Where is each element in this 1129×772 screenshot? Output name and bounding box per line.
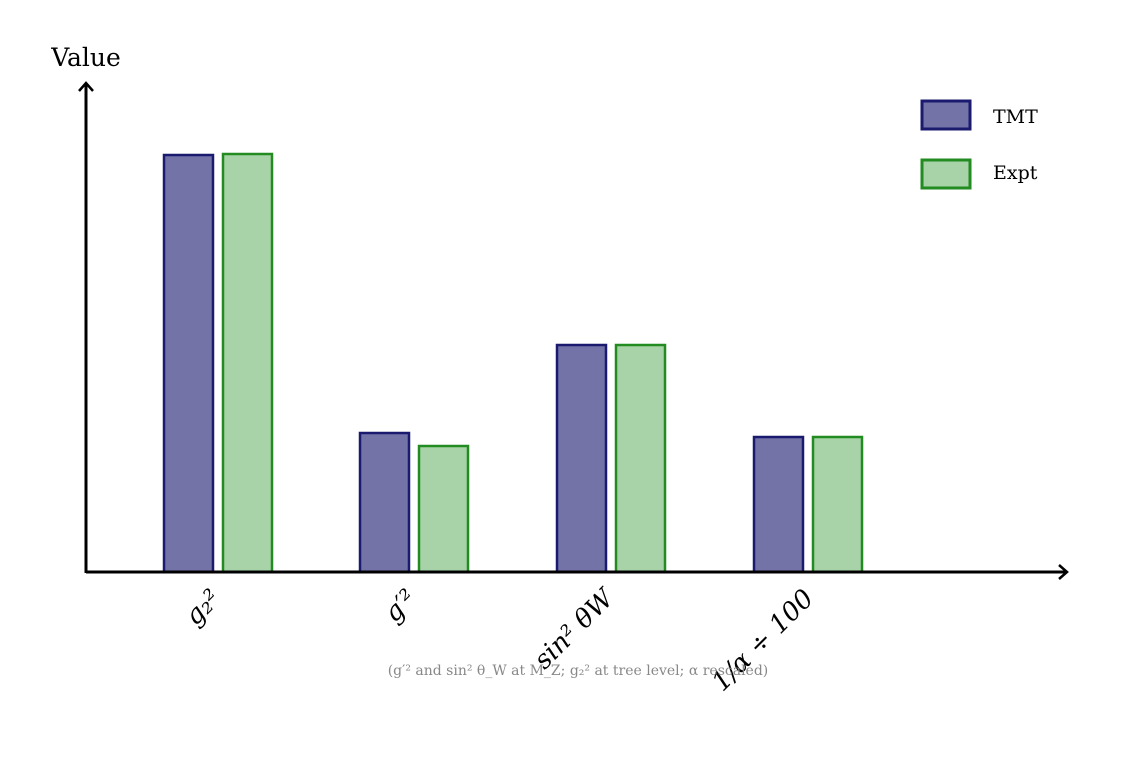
bar-tmt-0 (162, 153, 215, 574)
legend-swatch-expt (920, 158, 972, 190)
legend: TMT Expt (920, 99, 1038, 190)
x-tick-label: 1/α ÷ 100 (706, 584, 820, 698)
bar-expt-3 (811, 435, 864, 574)
bars-group (162, 152, 864, 574)
bar-tmt-3 (752, 435, 805, 574)
legend-swatch-tmt (920, 99, 972, 131)
bar-tmt-1 (358, 431, 411, 574)
bar-expt-0 (221, 152, 274, 574)
bar-expt-1 (417, 444, 470, 574)
x-axis-arrow-icon (1058, 564, 1069, 580)
x-tick-label: g₂² (179, 584, 227, 632)
legend-label-tmt: TMT (993, 106, 1038, 128)
x-tick-labels: g₂² g′² sin² θW 1/α ÷ 100 (179, 582, 820, 697)
x-tick-label: sin² θW (528, 582, 621, 675)
y-axis-arrow-icon (78, 81, 94, 92)
x-tick-label: g′² (378, 584, 423, 629)
bar-expt-2 (614, 343, 667, 574)
legend-label-expt: Expt (993, 162, 1038, 184)
y-axis-label: Value (50, 43, 121, 72)
bar-tmt-2 (555, 343, 608, 574)
footnote-annotation: (g′² and sin² θ_W at M_Z; g₂² at tree le… (388, 663, 769, 679)
